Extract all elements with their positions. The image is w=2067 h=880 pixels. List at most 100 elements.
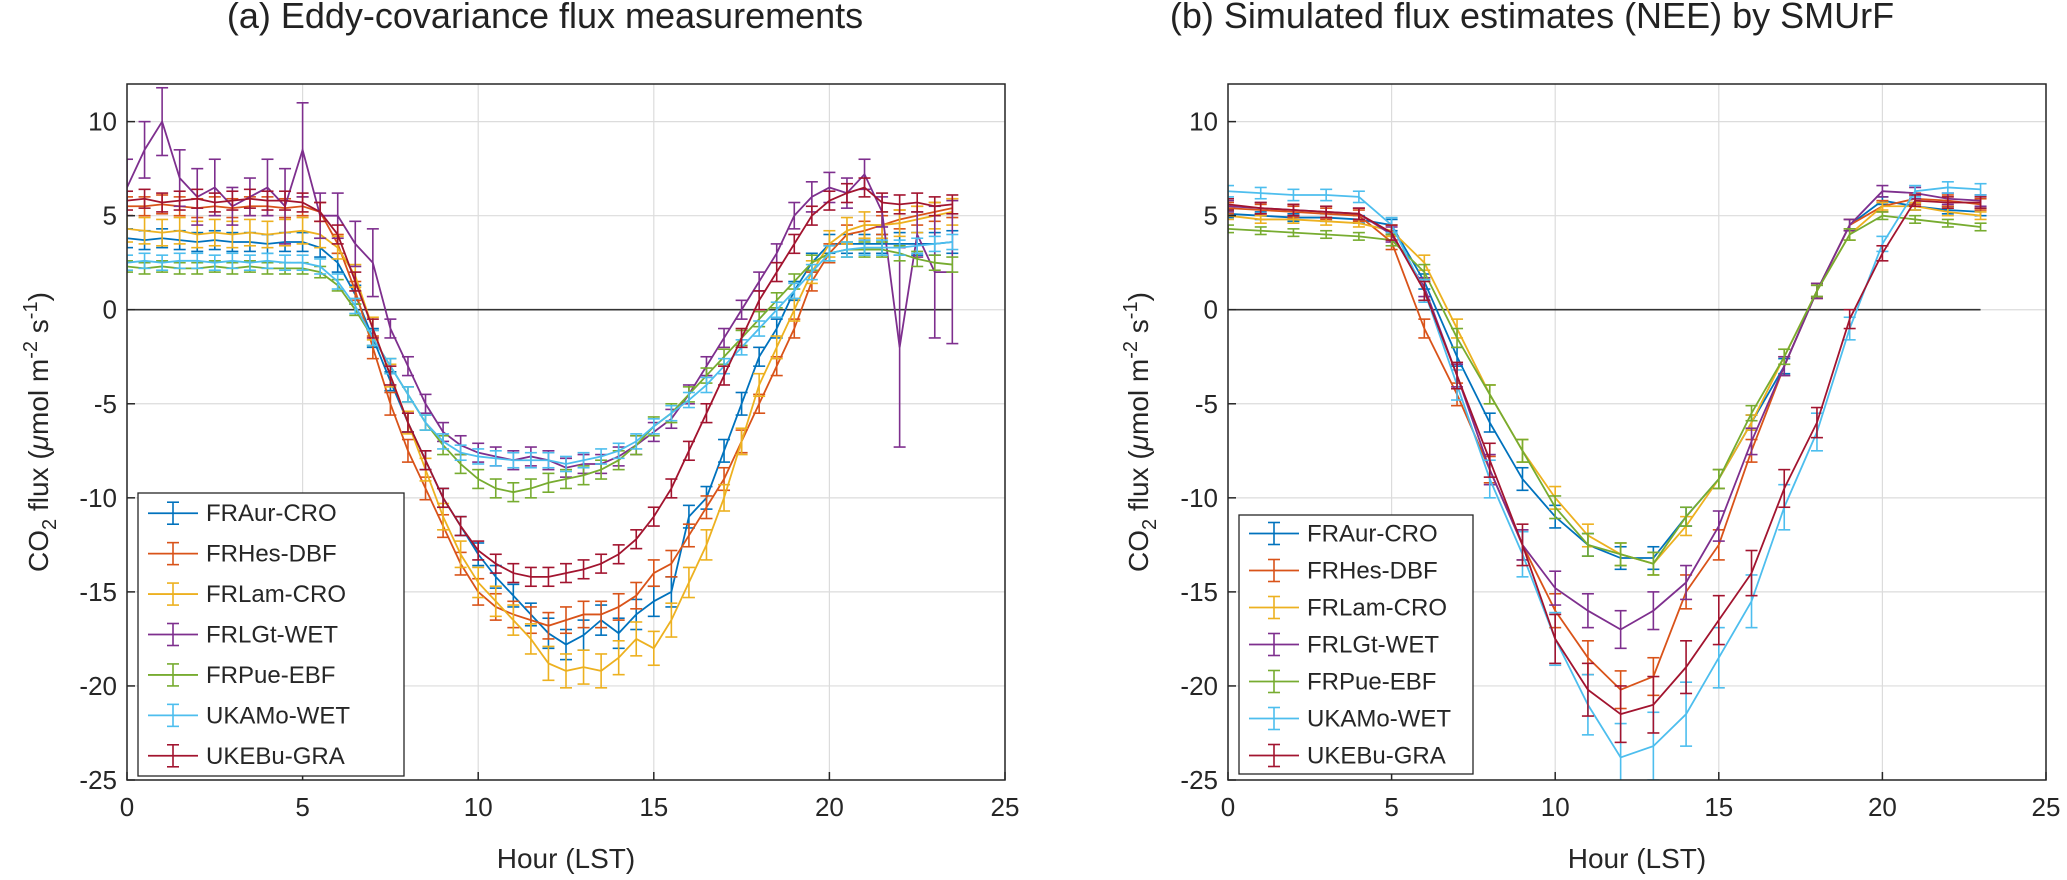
error-bar-ukebu-gra — [1647, 675, 1660, 734]
error-bar-ukebu-gra — [911, 192, 924, 213]
error-bar-frlam-cro — [595, 653, 608, 689]
y-tick-label: 0 — [1204, 295, 1218, 325]
panel-b-y-ticks: -25 -20 -15 -10 -5 0 5 10 — [1180, 107, 1236, 795]
error-bar-frlam-cro — [138, 216, 151, 245]
legend-label: FRPue-EBF — [206, 662, 335, 689]
series-line-ukebu-gra — [1228, 199, 1981, 716]
legend-item-frhes-dbf: FRHes-DBF — [148, 541, 337, 568]
error-bar-ukamo-wet — [770, 301, 783, 319]
error-bar-ukebu-gra — [1909, 194, 1922, 208]
error-bar-ukamo-wet — [560, 455, 572, 473]
error-bar-ukebu-gra — [279, 190, 292, 211]
error-bar-frpue-ebf — [1254, 226, 1267, 236]
error-bar-frlgt-wet — [419, 393, 432, 414]
error-bar-ukebu-gra — [472, 540, 485, 561]
legend-label: FRHes-DBF — [1307, 558, 1438, 585]
error-bar-frlgt-wet — [384, 318, 397, 339]
error-bar-ukebu-gra — [665, 478, 678, 499]
error-bar-frlam-cro — [507, 604, 520, 636]
error-bar-ukebu-gra — [507, 562, 520, 584]
y-tick-label: -20 — [1180, 671, 1218, 701]
error-bar-ukebu-gra — [805, 205, 818, 226]
error-bar-frlgt-wet — [1680, 564, 1693, 601]
error-bar-ukebu-gra — [577, 559, 590, 580]
series-line-frhes-dbf — [1228, 197, 1981, 691]
legend-label: UKAMo-WET — [206, 702, 350, 729]
error-bar-ukebu-gra — [437, 487, 450, 509]
error-bar-frlam-cro — [665, 602, 678, 638]
error-bar-ukebu-gra — [1581, 662, 1594, 717]
panel-b-legend: FRAur-CRO FRHes-DBF FRLam-CRO FRLGt-WET FRPu… — [1238, 514, 1474, 775]
error-bar-ukamo-wet — [700, 376, 713, 394]
error-bar-frlgt-wet — [1581, 592, 1594, 629]
error-bar-ukamo-wet — [630, 433, 643, 450]
error-bar-frpue-ebf — [1778, 348, 1791, 366]
legend-item-frlgt-wet: FRLGt-WET — [148, 622, 338, 649]
error-bar-frlgt-wet — [1876, 184, 1889, 198]
error-bar-ukamo-wet — [138, 252, 151, 270]
error-bar-ukebu-gra — [1941, 196, 1954, 209]
panel-a-y-axis-label: CO2 flux (μmol m-2 s-1) — [20, 292, 61, 572]
error-bar-frpue-ebf — [1680, 506, 1693, 527]
x-tick-label: 25 — [991, 792, 1020, 822]
error-bar-ukebu-gra — [753, 290, 766, 311]
error-bar-frpue-ebf — [1843, 228, 1856, 241]
error-bar-ukebu-gra — [243, 188, 256, 209]
series-line-frlgt-wet — [127, 119, 953, 469]
error-bar-ukebu-gra — [876, 192, 889, 213]
error-bar-frpue-ebf — [1614, 542, 1627, 567]
error-bar-frlam-cro — [1254, 214, 1267, 224]
panel-a-title: (a) Eddy-covariance flux measurements — [227, 0, 863, 36]
panel-a-y-ticks: -25 -20 -15 -10 -5 0 5 10 — [79, 107, 135, 795]
error-bar-ukebu-gra — [647, 506, 660, 527]
error-bar-ukebu-gra — [858, 177, 871, 198]
error-bar-frlgt-wet — [156, 86, 169, 157]
legend-item-ukebu-gra: UKEBu-GRA — [1249, 743, 1446, 770]
error-bar-ukebu-gra — [138, 188, 151, 209]
x-tick-label: 15 — [1704, 792, 1733, 822]
error-bar-ukebu-gra — [630, 529, 643, 550]
error-bar-ukebu-gra — [1385, 224, 1398, 241]
error-bar-frlam-cro — [173, 216, 186, 245]
error-bar-ukebu-gra — [542, 566, 555, 588]
series-line-frlam-cro — [1228, 205, 1981, 565]
error-bar-frlam-cro — [647, 630, 660, 667]
x-tick-label: 25 — [2032, 792, 2061, 822]
error-bar-frpue-ebf — [928, 254, 941, 272]
y-tick-label: -5 — [1195, 389, 1218, 419]
legend-item-frlam-cro: FRLam-CRO — [148, 581, 346, 608]
error-bar-ukebu-gra — [226, 190, 239, 211]
error-bar-ukebu-gra — [1287, 203, 1300, 217]
error-bar-ukebu-gra — [612, 544, 625, 565]
error-bar-frlgt-wet — [788, 201, 801, 230]
series-ukebu-gra — [127, 177, 959, 588]
legend-item-frlam-cro: FRLam-CRO — [1249, 595, 1447, 622]
error-bar-ukamo-wet — [682, 391, 695, 409]
error-bar-frpue-ebf — [1810, 284, 1823, 298]
error-bar-frlam-cro — [612, 639, 625, 676]
error-bar-frpue-ebf — [1451, 327, 1464, 349]
error-bar-frlam-cro — [700, 529, 713, 561]
error-bar-frlgt-wet — [1745, 427, 1758, 456]
panel-a-legend: FRAur-CRO FRHes-DBF FRLam-CRO FRLGt-WET FRPu… — [137, 492, 405, 777]
error-bar-frlam-cro — [524, 623, 537, 655]
error-bar-ukamo-wet — [788, 282, 801, 300]
error-bar-ukebu-gra — [1516, 523, 1529, 567]
legend-item-frhes-dbf: FRHes-DBF — [1249, 558, 1438, 585]
error-bar-ukamo-wet — [419, 414, 432, 431]
error-bar-frhes-dbf — [700, 495, 713, 520]
error-bar-ukamo-wet — [946, 233, 959, 251]
error-bar-frpue-ebf — [472, 468, 485, 490]
error-bar-frpue-ebf — [524, 478, 537, 499]
error-bar-frlam-cro — [243, 218, 256, 247]
error-bar-frlam-cro — [560, 653, 572, 689]
error-bar-ukamo-wet — [1974, 182, 1987, 196]
legend-item-frlgt-wet: FRLGt-WET — [1249, 632, 1439, 659]
error-bar-ukamo-wet — [226, 252, 239, 270]
legend-item-frpue-ebf: FRPue-EBF — [1249, 669, 1436, 696]
error-bar-frhes-dbf — [595, 600, 608, 629]
error-bar-frpue-ebf — [1745, 404, 1758, 422]
error-bar-frlam-cro — [208, 218, 221, 247]
error-bar-frlgt-wet — [718, 327, 731, 349]
x-tick-label: 0 — [1221, 792, 1235, 822]
